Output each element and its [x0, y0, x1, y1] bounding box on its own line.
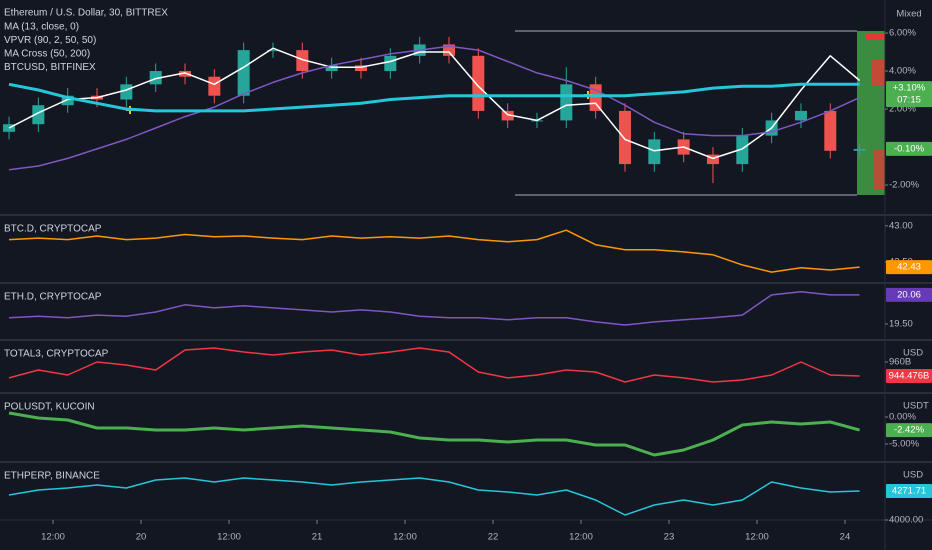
scale-mode: Mixed — [896, 9, 921, 20]
y-tick-label: 6.00% — [889, 28, 916, 39]
candle-body — [296, 50, 309, 72]
x-tick-label: 12:00 — [41, 532, 65, 543]
series-line — [8, 229, 860, 273]
candle-body — [325, 65, 338, 72]
candle-body — [237, 50, 250, 96]
unit-label: USDT — [903, 401, 929, 412]
y-tick-label: -5.00% — [889, 439, 920, 450]
candle-body — [648, 139, 661, 165]
candle-body — [736, 135, 749, 165]
series-line — [8, 477, 860, 516]
candle-body — [120, 84, 133, 100]
candle-body — [618, 110, 631, 165]
unit-label: USD — [903, 348, 923, 359]
unit-label: USD — [903, 470, 923, 481]
candle-body — [354, 65, 367, 72]
price-badge-label: 944.476B — [889, 371, 930, 382]
y-tick-label: 43.00 — [889, 220, 913, 231]
legend-entry: MA Cross (50, 200) — [4, 49, 90, 60]
series-line — [8, 47, 861, 160]
y-tick-label: 4.00% — [889, 66, 916, 77]
x-tick-label: 12:00 — [569, 532, 593, 543]
legend-entry: MA (13, close, 0) — [4, 22, 79, 33]
series-line — [8, 291, 860, 326]
legend-entry: VPVR (90, 2, 50, 50) — [4, 35, 96, 46]
y-tick-label: 960B — [889, 357, 911, 368]
x-tick-label: 12:00 — [217, 532, 241, 543]
price-badge-label: 42.43 — [897, 262, 921, 273]
price-badge-label: -0.10% — [894, 143, 925, 154]
candle-body — [794, 110, 807, 121]
x-tick-label: 24 — [840, 532, 851, 543]
price-badge-label: +3.10% — [893, 83, 926, 94]
candle-body — [442, 44, 455, 56]
plot-layer: 12:00 20 12:00 21 12:00 22 12:00 23 12:00 24 6.00%… — [0, 28, 932, 543]
price-badge-label: -2.42% — [894, 425, 925, 436]
chart-title: Ethereum / U.S. Dollar, 30, BITTREX — [4, 8, 168, 19]
pane-title: ETH.D, CRYPTOCAP — [4, 292, 102, 303]
y-tick-label: 19.50 — [889, 318, 913, 329]
volume-profile-sell — [872, 60, 885, 85]
price-badge — [886, 483, 932, 498]
candle-body — [853, 148, 866, 151]
countdown-label: 07:15 — [897, 95, 921, 106]
candle-body — [501, 110, 514, 121]
x-tick-label: 23 — [664, 532, 675, 543]
overlay-layer: Ethereum / U.S. Dollar, 30, BITTREX MA (1… — [4, 8, 932, 498]
legend-entry: BTCUSD, BITFINEX — [4, 62, 96, 73]
price-badge — [886, 81, 932, 108]
x-tick-label: 20 — [136, 532, 147, 543]
candle-body — [384, 55, 397, 72]
price-badge — [886, 260, 932, 275]
candle-body — [824, 110, 837, 151]
pane-title: POLUSDT, KUCOIN — [4, 402, 95, 413]
series-line — [8, 82, 860, 113]
series-line — [8, 45, 860, 171]
candle-body — [472, 55, 485, 111]
candle-body — [267, 50, 280, 52]
series-line — [8, 411, 860, 457]
price-badge — [886, 368, 932, 383]
price-badge-label: 4271.71 — [892, 486, 926, 497]
x-tick-label: 21 — [312, 532, 323, 543]
candle-body — [149, 71, 162, 85]
price-badge — [886, 287, 932, 302]
price-badge — [886, 423, 932, 438]
x-tick-label: 22 — [488, 532, 499, 543]
x-tick-label: 12:00 — [393, 532, 417, 543]
volume-profile-sell — [866, 33, 885, 39]
y-tick-label: 0.00% — [889, 412, 916, 423]
series-line — [8, 347, 860, 383]
candle-body — [560, 84, 573, 121]
y-tick-label: 4000.00 — [889, 515, 923, 526]
candle-body — [179, 71, 192, 77]
volume-profile-sell — [874, 150, 885, 190]
candle-body — [208, 76, 221, 96]
price-badge — [886, 141, 932, 156]
x-tick-label: 12:00 — [745, 532, 769, 543]
pane-title: ETHPERP, BINANCE — [4, 471, 100, 482]
price-badge-label: 20.06 — [897, 289, 921, 300]
pane-title: TOTAL3, CRYPTOCAP — [4, 349, 109, 360]
pane-title: BTC.D, CRYPTOCAP — [4, 224, 102, 235]
candle-body — [32, 105, 45, 125]
y-tick-label: 2.00% — [889, 104, 916, 115]
y-tick-label: -2.00% — [889, 180, 920, 191]
candle-body — [706, 154, 719, 165]
candle-body — [61, 95, 74, 106]
